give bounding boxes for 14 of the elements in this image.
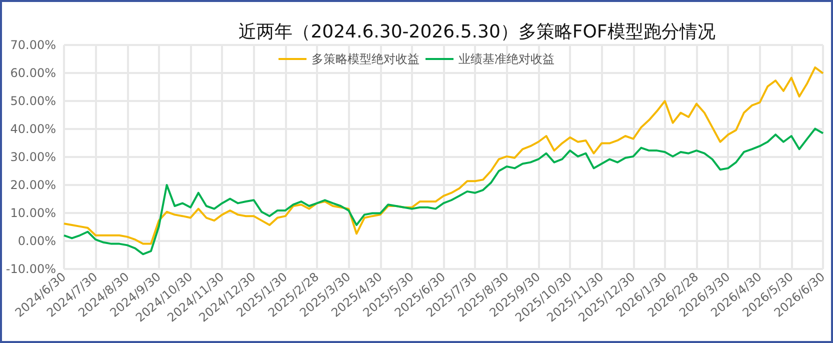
- y-tick-label: 40.00%: [10, 122, 56, 136]
- y-tick-label: 70.00%: [10, 38, 56, 52]
- y-tick-label: 50.00%: [10, 94, 56, 108]
- legend-label: 业绩基准绝对收益: [458, 52, 554, 66]
- y-tick-label: -10.00%: [6, 262, 56, 276]
- line-series: [63, 128, 824, 256]
- legend-label: 多策略模型绝对收益: [312, 52, 420, 66]
- line-series: [63, 66, 824, 245]
- y-tick-label: 60.00%: [10, 66, 56, 80]
- chart-title: 近两年（2024.6.30-2026.5.30）多策略FOF模型跑分情况: [238, 22, 716, 42]
- y-tick-label: 20.00%: [10, 178, 56, 192]
- y-tick-label: 30.00%: [10, 150, 56, 164]
- y-tick-label: 10.00%: [10, 206, 56, 220]
- y-tick-label: 0.00%: [18, 234, 56, 248]
